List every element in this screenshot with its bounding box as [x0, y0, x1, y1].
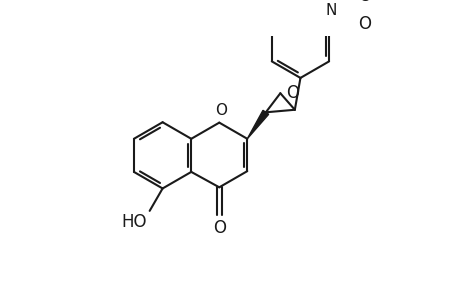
- Polygon shape: [247, 110, 268, 139]
- Text: O: O: [358, 15, 370, 33]
- Text: O: O: [286, 84, 299, 102]
- Text: O: O: [213, 219, 225, 237]
- Text: O: O: [358, 0, 370, 5]
- Text: HO: HO: [121, 213, 146, 231]
- Text: N: N: [325, 3, 336, 18]
- Text: O: O: [214, 103, 226, 118]
